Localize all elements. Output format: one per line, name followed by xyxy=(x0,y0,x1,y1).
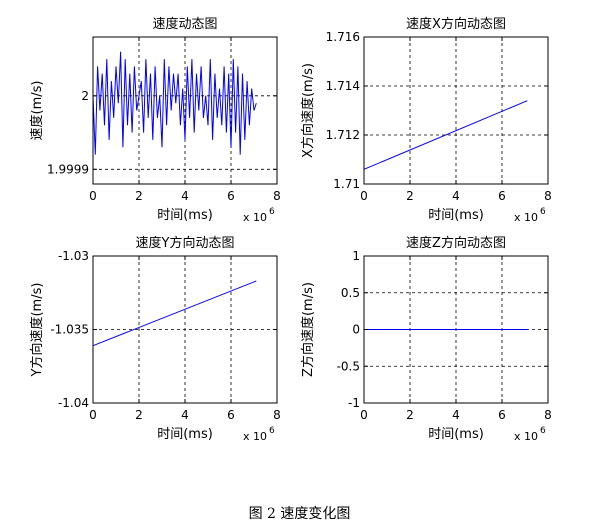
x-tick-label: 2 xyxy=(135,189,143,203)
y-tick-label: -1 xyxy=(348,396,360,410)
x-axis-label: 时间(ms) xyxy=(428,208,484,223)
data-series-line-1 xyxy=(92,51,257,155)
y-tick-label: -1.04 xyxy=(58,396,89,410)
y-tick-label: 1.716 xyxy=(326,30,360,44)
x-axis-label: 时间(ms) xyxy=(157,208,213,223)
figure-caption: 图 2 速度变化图 xyxy=(248,506,351,522)
chart-title: 速度Y方向动态图 xyxy=(136,235,235,251)
x-tick-label: 4 xyxy=(181,408,189,422)
y-tick-label: -0.5 xyxy=(337,359,360,373)
x-axis-label: 时间(ms) xyxy=(157,427,213,442)
data-series-line-1 xyxy=(92,280,257,347)
data-series-line-1 xyxy=(363,100,528,170)
y-tick-label: -1.03 xyxy=(58,249,89,263)
x-tick-label: 8 xyxy=(544,189,552,203)
y-axis-label: X方向速度(m/s) xyxy=(300,63,316,158)
x-axis-multiplier: x 10 xyxy=(514,211,538,224)
x-axis-multiplier: x 10 xyxy=(243,430,267,443)
y-tick-label: 1.714 xyxy=(326,79,360,93)
chart-title: 速度Z方向动态图 xyxy=(406,235,506,251)
y-tick-label: 0.5 xyxy=(341,286,360,300)
y-axis-label: 速度(m/s) xyxy=(29,81,45,141)
x-tick-label: 8 xyxy=(273,189,281,203)
y-tick-label: 2 xyxy=(81,89,89,103)
x-tick-label: 4 xyxy=(181,189,189,203)
x-axis-multiplier-exponent: 6 xyxy=(269,426,275,436)
x-tick-label: 8 xyxy=(544,408,552,422)
y-tick-label: 1.9999 xyxy=(47,162,89,176)
x-tick-label: 4 xyxy=(452,189,460,203)
x-tick-label: 6 xyxy=(227,189,235,203)
x-axis-multiplier-exponent: 6 xyxy=(540,426,546,436)
x-tick-label: 0 xyxy=(89,189,97,203)
x-tick-label: 0 xyxy=(89,408,97,422)
chart-title: 速度动态图 xyxy=(152,16,217,32)
y-tick-label: 0 xyxy=(352,323,360,337)
x-tick-label: 2 xyxy=(406,189,414,203)
x-tick-label: 2 xyxy=(135,408,143,422)
x-tick-label: 6 xyxy=(498,189,506,203)
x-axis-label: 时间(ms) xyxy=(428,427,484,442)
x-axis-multiplier: x 10 xyxy=(514,430,538,443)
y-tick-label: 1 xyxy=(352,249,360,263)
x-tick-label: 8 xyxy=(273,408,281,422)
y-tick-label: -1.035 xyxy=(50,323,89,337)
x-tick-label: 6 xyxy=(227,408,235,422)
y-tick-label: 1.712 xyxy=(326,128,360,142)
x-axis-multiplier-exponent: 6 xyxy=(540,207,546,217)
x-tick-label: 6 xyxy=(498,408,506,422)
x-tick-label: 0 xyxy=(360,408,368,422)
x-axis-multiplier-exponent: 6 xyxy=(269,207,275,217)
chart-title: 速度X方向动态图 xyxy=(406,16,506,32)
y-axis-label: Y方向速度(m/s) xyxy=(29,283,45,378)
x-tick-label: 4 xyxy=(452,408,460,422)
x-tick-label: 2 xyxy=(406,408,414,422)
x-tick-label: 0 xyxy=(360,189,368,203)
y-tick-label: 1.71 xyxy=(333,177,360,191)
x-axis-multiplier: x 10 xyxy=(243,211,267,224)
y-axis-label: Z方向速度(m/s) xyxy=(300,282,316,377)
